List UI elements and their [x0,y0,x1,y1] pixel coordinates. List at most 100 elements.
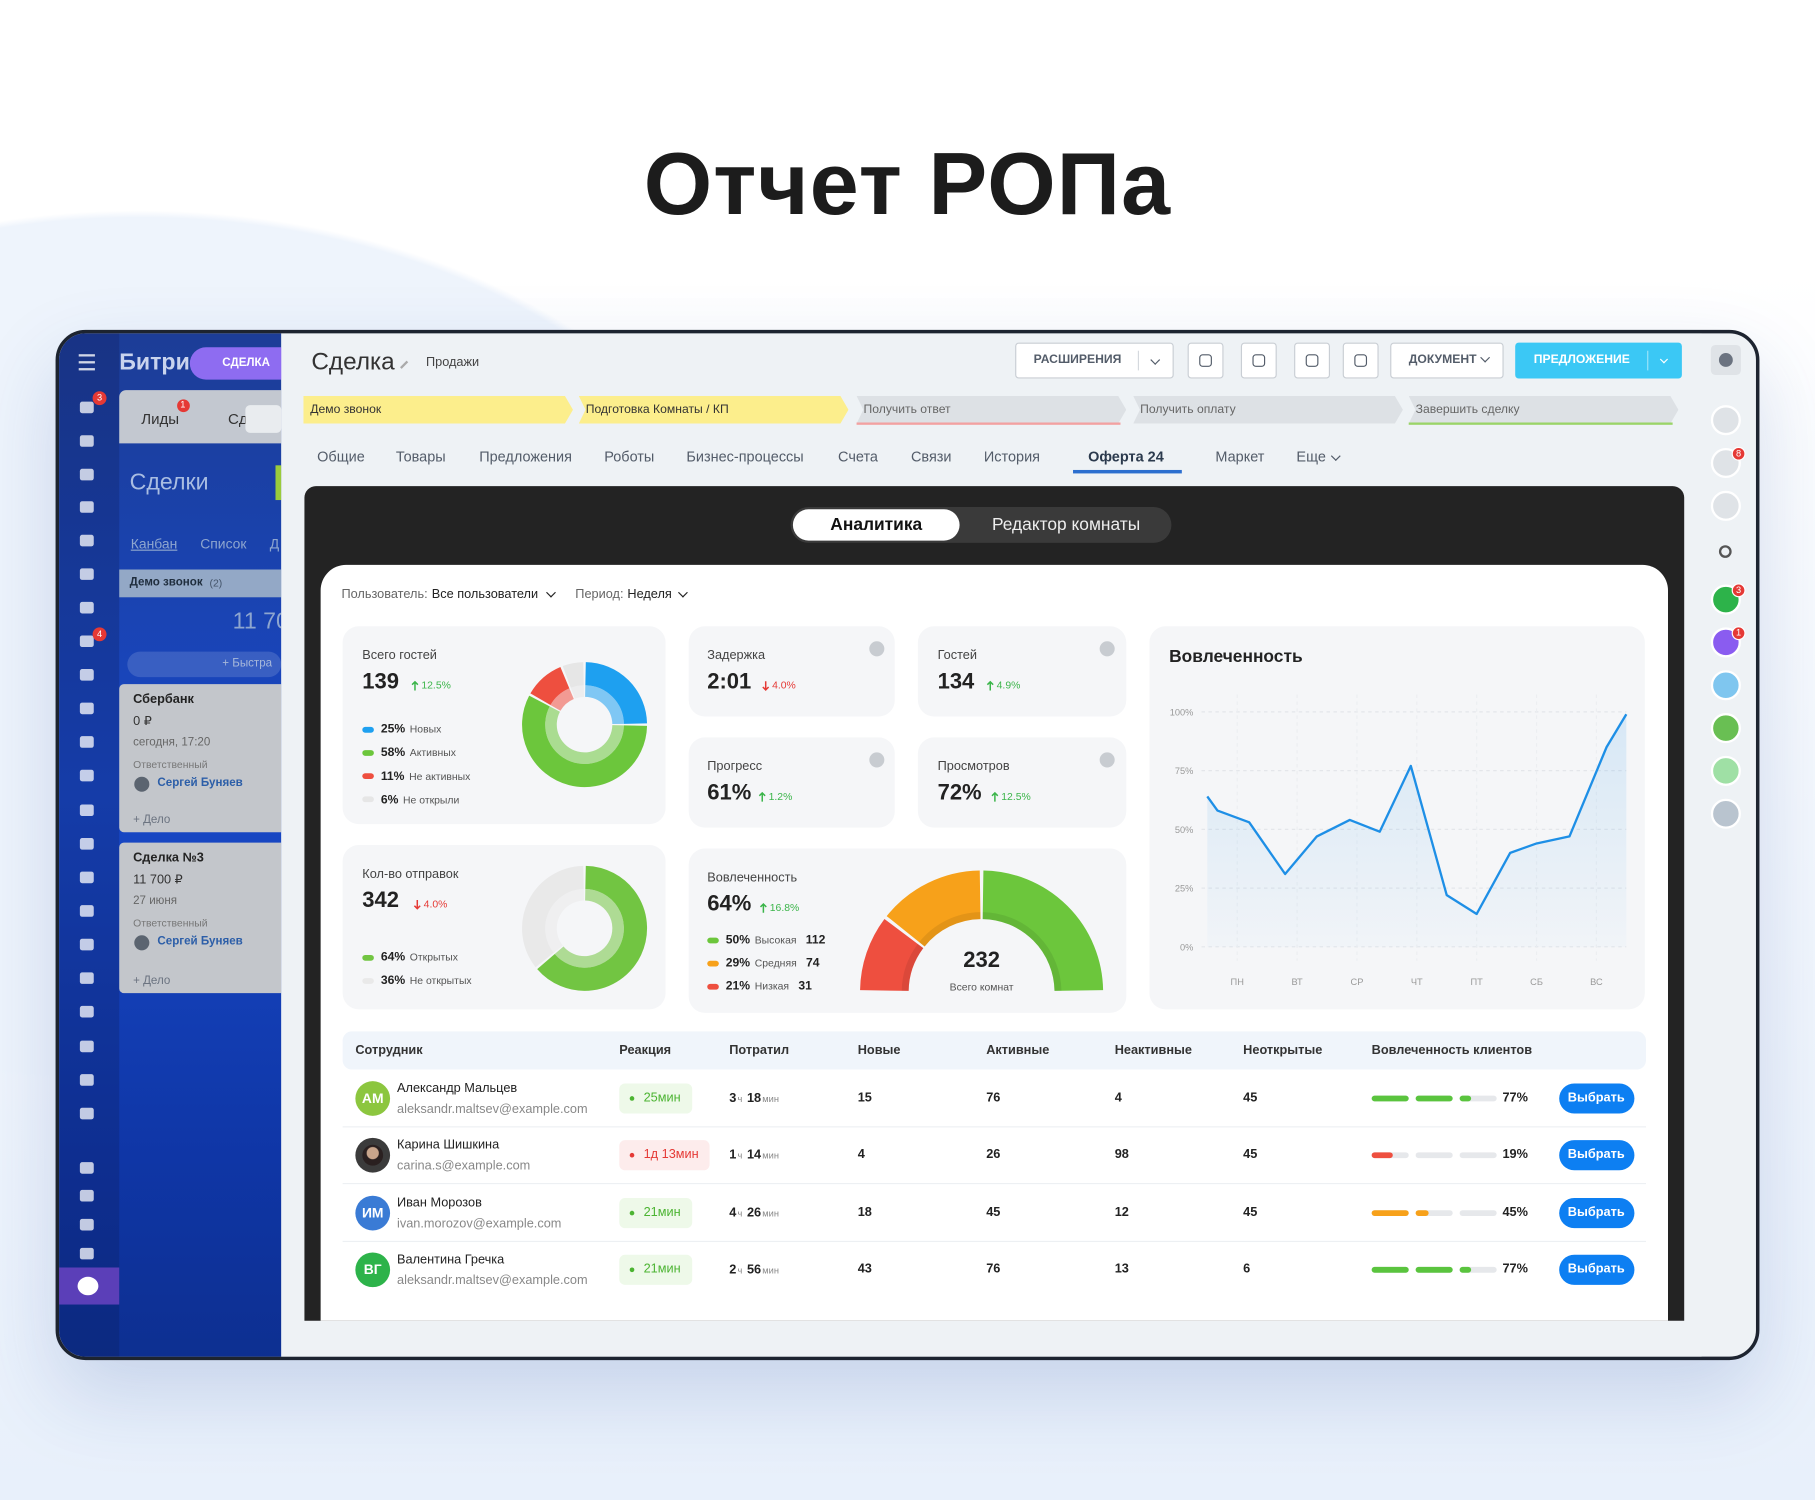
deal-tab[interactable]: Маркет [1215,448,1265,465]
count-cell: 45 [1243,1205,1258,1220]
nav-icon [79,1005,94,1018]
toggle-option[interactable]: Аналитика [830,515,923,535]
document-button[interactable] [1390,342,1504,379]
count-cell: 13 [1114,1262,1129,1277]
stat-card [917,626,1127,717]
deal-tab[interactable]: Предложения [479,448,572,465]
extensions-button[interactable] [1015,342,1174,379]
legend-item: 58% Активных [362,746,456,760]
toggle-option[interactable]: Редактор комнаты [991,515,1141,535]
help-icon [1718,353,1733,367]
count-cell: 98 [1114,1147,1129,1162]
table-header-cell: Реакция [619,1043,672,1058]
legend-text: Высокая [754,934,797,946]
trend: 12.5% [411,679,451,691]
deal-tab[interactable]: Товары [395,448,446,465]
deal-tab[interactable]: Общие [317,448,365,465]
deal-tab[interactable]: Роботы [604,448,655,465]
filter-value[interactable]: Неделя [627,587,672,602]
stage [1408,395,1679,424]
count-cell: 43 [857,1262,872,1277]
filter-label: Пользователь: [341,587,428,602]
stage-label: Получить ответ [863,402,951,417]
select-button[interactable] [1559,1198,1635,1229]
deal-tab[interactable]: Еще [1296,448,1326,465]
card-action: + Дело [133,974,171,988]
app-window: Битрик СДЕЛКА 3 4 Лиды Сд 1 Сделки Канбан Список Д… [55,329,1760,1361]
deal-tab[interactable]: Оферта 24 [1088,448,1164,465]
nav-icon [79,769,94,782]
brand: Битрик [119,349,202,376]
nav-icon [79,1074,94,1086]
stage-label: Подготовка Комнаты / КП [585,402,729,417]
legend-item: 64% Открытых [362,950,458,964]
stat-label: Гостей [937,648,977,663]
deal-tab[interactable]: Связи [910,448,952,465]
time-unit: мин [762,1150,779,1161]
time-spent: 2 ч 56 мин [729,1263,782,1277]
legend-swatch [362,773,374,780]
deal-tab[interactable]: История [983,448,1041,465]
time-unit: ч [737,1093,743,1105]
employee-email: aleksandr.maltsev@example.com [397,1273,588,1288]
legend-pct: 64% [380,950,406,965]
nav-icon [79,871,94,884]
card-date: сегодня, 17:20 [133,736,211,749]
stat-value: 64% [707,891,752,917]
count-cell: 26 [986,1147,1001,1162]
stage [578,395,849,424]
legend-swatch [362,954,374,961]
deal-card [119,684,282,833]
card-avatar [134,935,150,951]
icon-button[interactable] [1187,342,1224,379]
kanban-tab: Сд [228,409,248,428]
kpi-icon [1099,752,1115,768]
card-avatar [134,776,150,792]
select-button[interactable] [1559,1254,1635,1285]
offer-button[interactable] [1515,342,1682,379]
icon-button[interactable] [1342,342,1379,379]
count-cell: 15 [857,1090,872,1105]
count-cell: 45 [986,1205,1001,1220]
trend: 16.8% [759,902,799,913]
rail-icon [1710,798,1741,829]
trend-arrow [411,680,419,690]
nav-icon [79,601,94,614]
trend-value: 1.2% [768,790,793,803]
gauge-total-label: Всего комнат [949,981,1014,993]
arrow [759,902,767,913]
avatar-initials: АМ [361,1090,384,1107]
select-button[interactable] [1559,1140,1635,1171]
time-number: 26 [746,1206,762,1221]
deal-tab[interactable]: Бизнес-процессы [686,448,804,465]
entity-pill-label: СДЕЛКА [222,356,270,370]
legend-pct: 50% [725,932,751,947]
stage-label: Получить оплату [1140,402,1236,417]
arrow [411,680,419,690]
nav-icon [79,736,94,748]
time-number: 56 [746,1262,762,1277]
nav-icon [79,1189,94,1202]
select-button[interactable] [1559,1083,1635,1114]
icon-button[interactable] [1294,342,1330,379]
stage-label: Демо звонок [310,402,382,417]
legend-text: Не открыли [403,793,460,806]
reaction-dot [629,1267,635,1273]
employee-name: Карина Шишкина [397,1138,500,1153]
legend-count: 112 [805,932,826,947]
legend-swatch [707,983,719,990]
stat-label: Просмотров [937,759,1010,774]
filter-value[interactable]: Все пользователи [431,587,539,602]
kanban-view: Канбан [130,535,178,552]
legend-swatch [362,977,374,984]
rail-badge [1731,446,1746,461]
deal-tab[interactable]: Счета [838,448,878,465]
icon-button[interactable] [1240,342,1277,379]
legend-count: 31 [798,979,812,994]
quick-add-label: + Быстра [222,657,273,671]
trend-arrow [758,791,766,802]
reaction-time: 21мин [643,1262,681,1277]
stat-value: 72% [937,780,982,806]
table-header-cell: Вовлеченность клиентов [1371,1043,1533,1058]
